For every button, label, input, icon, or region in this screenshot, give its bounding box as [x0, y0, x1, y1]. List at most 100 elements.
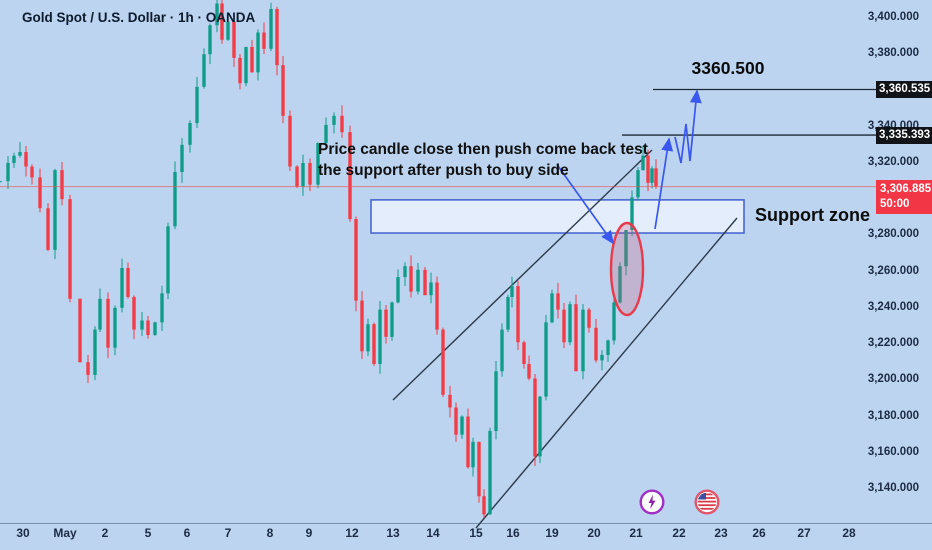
candle-body[interactable] [574, 304, 578, 372]
candle-body[interactable] [594, 327, 598, 361]
candle-body[interactable] [581, 309, 585, 372]
candle-body[interactable] [390, 302, 394, 337]
candle-body[interactable] [281, 65, 285, 116]
candle-body[interactable] [60, 170, 64, 200]
candle-body[interactable] [153, 322, 157, 336]
candle-body[interactable] [477, 441, 481, 497]
candle-body[interactable] [256, 32, 260, 73]
candle-body[interactable] [482, 496, 486, 515]
candle-body[interactable] [140, 320, 144, 330]
candle-body[interactable] [78, 298, 82, 363]
candle-body[interactable] [550, 293, 554, 323]
candle-body[interactable] [494, 371, 498, 432]
candle-body[interactable] [250, 46, 254, 73]
candle-body[interactable] [366, 324, 370, 352]
candle-body[interactable] [568, 304, 572, 343]
candle-body[interactable] [556, 293, 560, 310]
candle-body[interactable] [173, 171, 177, 227]
candle-body[interactable] [301, 162, 305, 187]
candle-body[interactable] [466, 416, 470, 468]
candle-body[interactable] [360, 300, 364, 352]
candle-body[interactable] [544, 322, 548, 397]
candle-body[interactable] [600, 354, 604, 361]
annotation-arrow-1[interactable] [654, 137, 674, 230]
candle-body[interactable] [316, 142, 320, 185]
candle-body[interactable] [262, 32, 266, 49]
candle-body[interactable] [522, 342, 526, 365]
candle-body[interactable] [93, 329, 97, 375]
candle-body[interactable] [527, 364, 531, 379]
candle-body[interactable] [630, 197, 634, 230]
candle-body[interactable] [654, 168, 658, 187]
economic-event-lightning-icon[interactable] [639, 489, 665, 515]
candle-body[interactable] [423, 269, 427, 296]
candle-body[interactable] [215, 3, 219, 26]
candle-body[interactable] [244, 46, 248, 84]
candle-body[interactable] [288, 115, 292, 167]
candle-body[interactable] [378, 309, 382, 365]
candle-body[interactable] [180, 144, 184, 172]
candle-body[interactable] [409, 266, 413, 292]
candle-body[interactable] [354, 219, 358, 301]
candle-body[interactable] [646, 155, 650, 183]
annotation-arrow-0[interactable] [557, 165, 614, 245]
support-zone-label[interactable]: Support zone [755, 205, 870, 225]
candles-group[interactable] [0, 0, 658, 518]
candle-body[interactable] [86, 362, 90, 375]
candle-body[interactable] [396, 277, 400, 303]
candle-body[interactable] [30, 166, 34, 178]
candle-body[interactable] [372, 324, 376, 365]
candle-body[interactable] [146, 320, 150, 336]
trend-channel-line-0[interactable] [392, 149, 653, 401]
candle-body[interactable] [624, 229, 628, 267]
candle-body[interactable] [500, 329, 504, 372]
highlight-ellipse[interactable] [609, 221, 645, 317]
support-zone-rect[interactable] [370, 199, 745, 234]
candle-body[interactable] [636, 170, 640, 198]
candle-body[interactable] [429, 282, 433, 296]
target-price-label[interactable]: 3360.500 [691, 58, 765, 78]
candle-body[interactable] [295, 166, 299, 187]
candle-body[interactable] [641, 155, 645, 171]
candle-body[interactable] [226, 21, 230, 40]
candle-body[interactable] [562, 309, 566, 343]
candle-body[interactable] [612, 302, 616, 341]
candle-body[interactable] [0, 181, 2, 183]
candle-body[interactable] [510, 286, 514, 297]
candle-body[interactable] [454, 407, 458, 435]
annotation-arrow-2[interactable] [674, 89, 702, 164]
candle-body[interactable] [126, 267, 130, 297]
candle-body[interactable] [324, 124, 328, 143]
candle-body[interactable] [441, 329, 445, 395]
candle-body[interactable] [460, 416, 464, 435]
candle-body[interactable] [24, 152, 28, 167]
candle-body[interactable] [188, 123, 192, 145]
candle-body[interactable] [113, 307, 117, 348]
candle-body[interactable] [202, 54, 206, 87]
candle-body[interactable] [160, 293, 164, 323]
candle-body[interactable] [195, 86, 199, 124]
candle-body[interactable] [132, 296, 136, 330]
candle-body[interactable] [232, 21, 236, 58]
candle-body[interactable] [384, 309, 388, 337]
candle-body[interactable] [308, 162, 312, 185]
candle-body[interactable] [6, 162, 10, 182]
candle-body[interactable] [220, 3, 224, 40]
candle-body[interactable] [106, 298, 110, 348]
analysis-note-text[interactable]: Price candle close then push come back t… [318, 139, 648, 181]
candle-body[interactable] [332, 115, 336, 125]
candle-body[interactable] [488, 431, 492, 515]
candle-body[interactable] [448, 394, 452, 408]
candle-body[interactable] [516, 286, 520, 343]
candle-body[interactable] [587, 309, 591, 328]
trend-channel-line-1[interactable] [475, 217, 738, 529]
candle-body[interactable] [506, 296, 510, 330]
candle-body[interactable] [340, 115, 344, 133]
economic-event-us-flag-icon[interactable] [694, 489, 720, 515]
candle-body[interactable] [416, 269, 420, 292]
candle-body[interactable] [38, 177, 42, 209]
candle-body[interactable] [471, 441, 475, 468]
candle-body[interactable] [538, 396, 542, 457]
candle-body[interactable] [68, 199, 72, 299]
